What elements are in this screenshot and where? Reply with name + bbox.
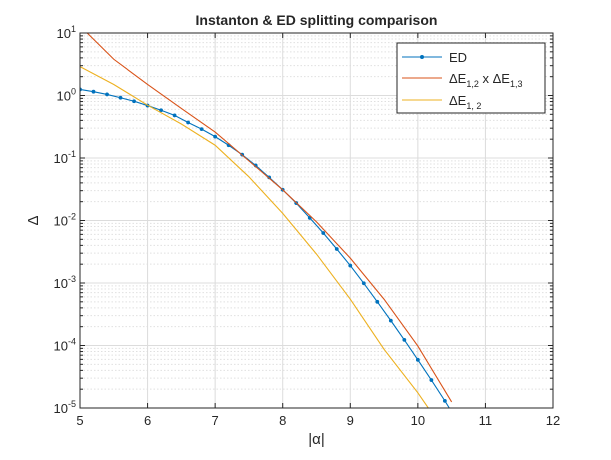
x-tick-label: 11 [479,413,493,428]
legend-entry: ED [449,50,467,65]
series-layer [80,33,453,408]
chart-title: Instanton & ED splitting comparison [196,12,438,28]
y-tick-label: 100 [57,87,76,104]
tick-marks [79,32,554,409]
x-tick-label: 7 [212,413,219,428]
y-axis-label: Δ [25,215,42,225]
legend-marker [420,55,424,59]
data-point [348,263,353,268]
y-tick-label: 10-1 [54,149,76,166]
y-tick-label: 10-3 [54,274,76,291]
legend-entry: ΔE1, 2 [449,93,481,111]
data-point [321,231,326,235]
x-tick-label: 12 [546,413,560,428]
data-point [132,99,136,104]
x-tick-label: 8 [279,413,286,428]
y-tick-label: 101 [57,24,76,41]
data-point [415,357,420,362]
data-point [442,398,447,403]
y-tick-labels: 101 100 10-1 10-2 10-3 10-4 10-5 [54,24,76,416]
data-point [213,134,218,139]
x-axis-label: |α| [308,431,324,448]
legend-entry: ΔE1,2 x ΔE1,3 [449,71,522,89]
data-point [361,281,366,286]
data-point [199,127,204,132]
data-point [402,337,407,342]
data-point [388,318,393,323]
major-grid [80,33,553,408]
x-tick-label: 10 [411,413,425,428]
data-point [375,299,380,304]
y-tick-label: 10-2 [54,212,76,229]
x-tick-label: 6 [144,413,151,428]
data-point [186,120,191,125]
y-tick-label: 10-4 [54,337,76,354]
data-point [172,113,177,118]
y-tick-label: 10-5 [54,399,76,416]
data-point [91,89,96,94]
x-tick-label: 9 [347,413,354,428]
data-point [159,108,163,113]
series-line-1 [86,33,453,403]
x-tick-labels: 5 6 7 8 9 10 11 12 [76,413,560,428]
legend: ED ΔE1,2 x ΔE1,3 ΔE1, 2 [396,42,546,114]
x-tick-label: 5 [76,413,83,428]
data-point [429,378,434,382]
series-line-2 [80,66,429,408]
data-point [334,247,339,251]
data-point [118,95,123,100]
data-point [105,92,109,97]
